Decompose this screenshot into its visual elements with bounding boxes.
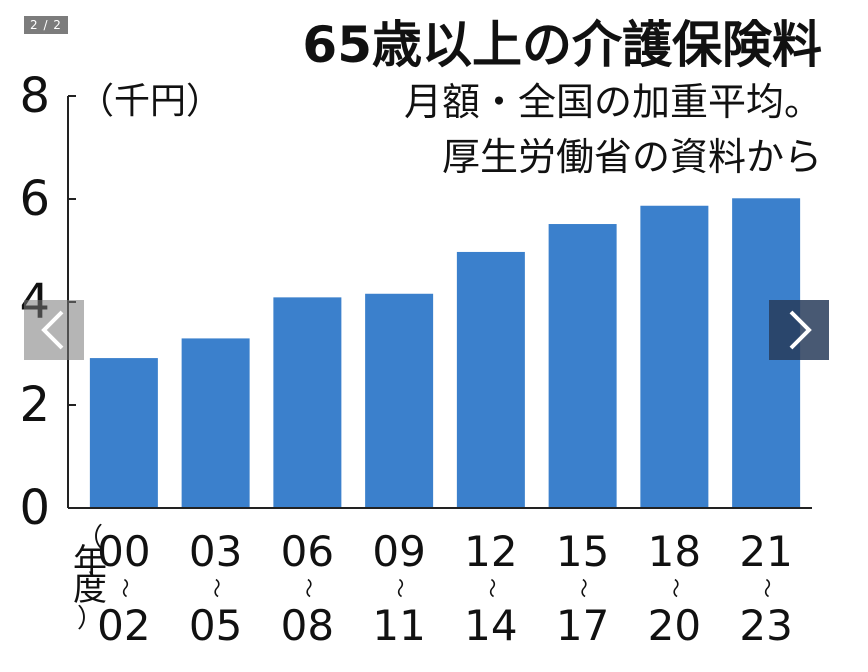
x-tick-label-start: 00	[97, 527, 150, 576]
x-axis-unit-char: （	[77, 523, 103, 553]
chevron-right-icon	[789, 310, 812, 350]
previous-image-button[interactable]	[24, 300, 84, 360]
x-axis-unit-char: 年	[73, 542, 107, 582]
x-tick-range-mark: 〜	[113, 578, 137, 598]
x-tick-label-start: 18	[648, 527, 701, 576]
x-tick-label-start: 03	[189, 527, 242, 576]
bar	[181, 338, 250, 508]
chevron-left-icon	[41, 310, 64, 350]
x-tick-label-start: 12	[464, 527, 517, 576]
bar	[548, 224, 617, 509]
chart-subtitle-line-1: 月額・全国の加重平均。	[404, 80, 822, 124]
x-tick-range-mark: 〜	[205, 578, 229, 598]
chart-title: 65歳以上の介護保険料	[302, 16, 822, 74]
x-tick-label-start: 09	[372, 527, 425, 576]
x-tick-label-end: 23	[739, 601, 792, 650]
next-image-button[interactable]	[769, 300, 829, 360]
x-tick-label-end: 08	[281, 601, 334, 650]
x-axis-unit-char: 度	[73, 569, 107, 609]
x-tick-label-end: 02	[97, 601, 150, 650]
x-tick-label-end: 17	[556, 601, 609, 650]
y-tick-label: 2	[19, 377, 50, 433]
y-tick-label: 8	[19, 68, 50, 124]
x-tick-range-mark: 〜	[480, 578, 504, 598]
y-tick-label: 0	[19, 480, 50, 536]
x-tick-range-mark: 〜	[663, 578, 687, 598]
bar	[365, 293, 434, 508]
x-tick-label-end: 11	[372, 601, 425, 650]
x-tick-range-mark: 〜	[388, 578, 412, 598]
bar	[456, 251, 525, 508]
x-tick-label-start: 21	[739, 527, 792, 576]
x-tick-label-end: 05	[189, 601, 242, 650]
x-tick-range-mark: 〜	[755, 578, 779, 598]
x-tick-range-mark: 〜	[296, 578, 320, 598]
x-tick-range-mark: 〜	[572, 578, 596, 598]
image-counter: 2 / 2	[24, 16, 68, 34]
y-axis-unit-label: （千円）	[78, 81, 222, 122]
y-tick-label: 6	[19, 171, 50, 227]
x-tick-label-start: 06	[281, 527, 334, 576]
bar	[640, 205, 709, 508]
x-tick-label-start: 15	[556, 527, 609, 576]
x-tick-label-end: 14	[464, 601, 517, 650]
x-tick-label-end: 20	[648, 601, 701, 650]
x-axis-unit-label: （年度）	[73, 523, 107, 634]
bar	[273, 297, 342, 508]
bar	[89, 358, 158, 508]
chart-subtitle-line-2: 厚生労働省の資料から	[442, 135, 822, 179]
x-axis-unit-char: ）	[77, 604, 103, 634]
